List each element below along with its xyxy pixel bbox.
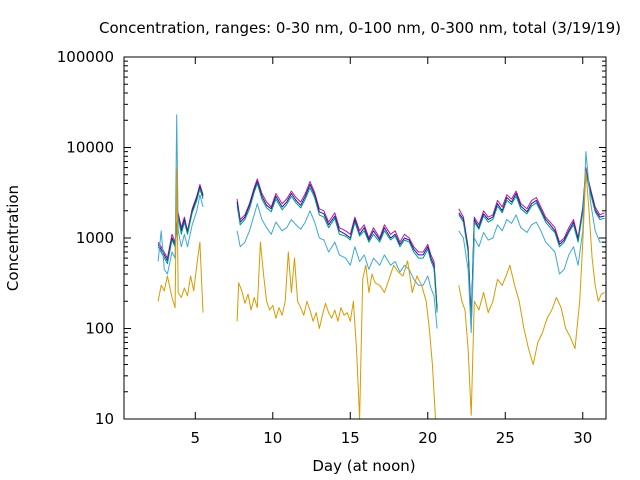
series-4-line-segment-3 <box>458 151 605 334</box>
y-tick-label: 100 <box>85 320 114 338</box>
y-tick-label: 1000 <box>76 229 114 247</box>
series-3-line-segment-1 <box>157 188 204 265</box>
series-3-line-segment-3 <box>458 172 605 326</box>
series-4-line-segment-1 <box>157 114 204 275</box>
ticks-layer: 5 10 15 20 25 30 10 100 1000 10000 100000 <box>57 48 606 447</box>
y-axis-label: Concentration <box>4 185 22 291</box>
y-tick-label: 10 <box>95 410 114 428</box>
series-1-line-segment-1 <box>157 184 204 259</box>
series-2-line-segment-2 <box>236 181 438 311</box>
x-tick-label: 5 <box>191 429 201 447</box>
x-tick-label: 10 <box>263 429 282 447</box>
x-tick-label: 20 <box>418 429 437 447</box>
series-2-line-segment-1 <box>157 186 204 262</box>
series-3-line-segment-2 <box>236 183 438 313</box>
series-5-line-segment-3 <box>458 170 605 416</box>
series-1-line-segment-2 <box>236 178 438 308</box>
x-axis-label: Day (at noon) <box>312 457 415 475</box>
series-5-line-segment-2 <box>236 241 436 420</box>
y-tick-label: 10000 <box>66 139 114 157</box>
plot-frame <box>123 56 607 420</box>
x-tick-label: 15 <box>341 429 360 447</box>
x-tick-label: 30 <box>573 429 592 447</box>
y-tick-label: 100000 <box>57 48 114 66</box>
series-layer <box>157 114 605 420</box>
x-tick-label: 25 <box>496 429 515 447</box>
series-5-line-segment-1 <box>157 167 204 313</box>
chart-title: Concentration, ranges: 0-30 nm, 0-100 nm… <box>99 19 621 37</box>
